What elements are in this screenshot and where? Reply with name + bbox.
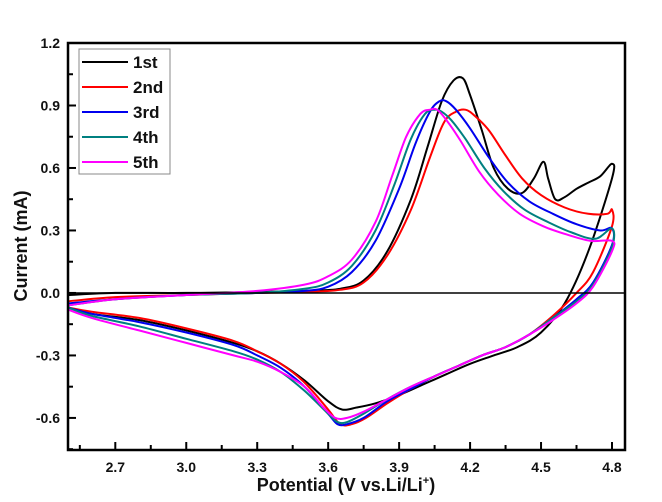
x-tick-label: 3.0 [177, 459, 197, 475]
y-tick-label: -0.6 [36, 410, 60, 426]
legend-label: 3rd [133, 103, 159, 122]
y-axis-title: Current (mA) [11, 190, 31, 301]
x-tick-label: 3.9 [389, 459, 409, 475]
x-tick-label: 4.8 [602, 459, 622, 475]
plot-frame [66, 41, 627, 452]
x-tick-label: 4.2 [460, 459, 480, 475]
series-line-2nd [67, 108, 615, 427]
legend-label: 1st [133, 53, 158, 72]
y-axis: -0.6 -0.3 0.0 0.3 0.6 0.9 1.2 [36, 35, 76, 451]
legend-label: 5th [133, 153, 159, 172]
y-tick-label: -0.3 [36, 347, 60, 363]
y-tick-label: 0.6 [41, 160, 61, 176]
x-tick-label: 3.3 [247, 459, 267, 475]
legend: 1st 2nd 3rd 4th 5th [78, 48, 171, 175]
series-layer [67, 76, 625, 427]
x-axis-title-superscript: + [423, 475, 429, 487]
y-tick-label: 0.3 [41, 222, 61, 238]
series-line-5th [67, 107, 616, 420]
legend-label: 2nd [133, 78, 163, 97]
x-axis-title: Potential (V vs.Li/Li+) [257, 475, 435, 495]
series-line-4th [67, 108, 616, 425]
x-tick-label: 2.7 [106, 459, 126, 475]
legend-label: 4th [133, 128, 159, 147]
y-tick-label: 0.9 [41, 97, 61, 113]
x-tick-label: 4.5 [531, 459, 551, 475]
y-tick-label: 0.0 [41, 285, 61, 301]
series-line-1st [67, 76, 616, 411]
x-tick-label: 3.6 [318, 459, 338, 475]
y-tick-label: 1.2 [41, 35, 61, 51]
x-axis: 2.7 3.0 3.3 3.6 3.9 4.2 4.5 4.8 [78, 442, 622, 475]
